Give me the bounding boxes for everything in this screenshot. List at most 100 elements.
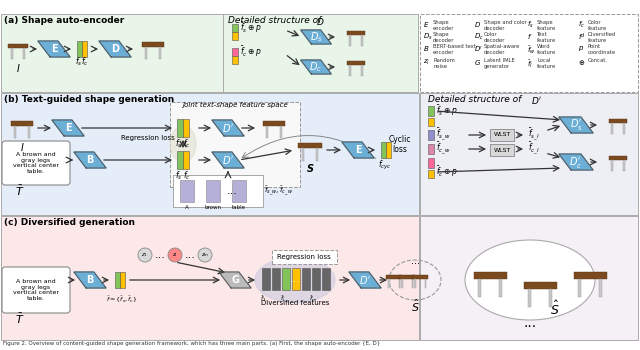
Text: table: table	[232, 205, 246, 210]
Bar	[573, 272, 607, 279]
Text: $I$: $I$	[20, 141, 24, 153]
Bar	[263, 121, 285, 126]
Text: $\bar{f}_s\oplus p$: $\bar{f}_s\oplus p$	[436, 104, 458, 118]
Bar	[386, 142, 391, 158]
Bar	[173, 175, 263, 207]
Bar	[206, 180, 220, 202]
Bar	[361, 65, 363, 76]
Bar	[478, 279, 481, 297]
Text: $z_i$: $z_i$	[423, 58, 430, 67]
Text: $D_c$: $D_c$	[474, 32, 484, 42]
Bar	[414, 279, 415, 287]
Text: $\bar{f}=\{\bar{f}_s,\bar{f}_c\}$: $\bar{f}=\{\bar{f}_s,\bar{f}_c\}$	[106, 294, 138, 304]
Bar	[549, 289, 552, 307]
Bar	[420, 14, 638, 92]
Text: $D'$: $D'$	[474, 44, 483, 54]
Text: $f$: $f$	[527, 32, 532, 41]
Text: $\bar{f}_{c\_w}$: $\bar{f}_{c\_w}$	[436, 141, 451, 157]
Text: $\bar{f}_l$: $\bar{f}_l$	[527, 58, 533, 70]
Bar	[183, 119, 189, 137]
Text: $D'$: $D'$	[222, 154, 234, 166]
Text: $D$: $D$	[474, 20, 481, 29]
Text: $f^d$: $f^d$	[578, 32, 586, 43]
Polygon shape	[349, 272, 381, 288]
Text: Shape
feature: Shape feature	[537, 20, 556, 31]
Text: Point
coordinate: Point coordinate	[588, 44, 616, 55]
Text: Concat.: Concat.	[588, 58, 608, 63]
Bar	[301, 148, 304, 161]
Text: E: E	[51, 44, 58, 54]
Text: Shape
encoder: Shape encoder	[433, 20, 454, 31]
Text: $f_c$: $f_c$	[183, 137, 191, 149]
Bar	[386, 275, 403, 279]
Bar	[1, 14, 223, 92]
Text: (b) Text-guided shape generation: (b) Text-guided shape generation	[4, 95, 174, 104]
Text: A brown and
gray legs
vertical center
table.: A brown and gray legs vertical center ta…	[13, 152, 59, 174]
Text: $f_c$: $f_c$	[183, 169, 191, 182]
Text: E: E	[355, 145, 362, 155]
Polygon shape	[99, 41, 131, 57]
Text: $f_{cyc}$: $f_{cyc}$	[378, 159, 392, 172]
Polygon shape	[74, 272, 106, 288]
Bar	[232, 48, 238, 56]
Bar	[14, 126, 16, 138]
Bar	[349, 65, 351, 76]
Bar	[170, 102, 300, 187]
Text: $f_c$: $f_c$	[578, 20, 585, 30]
Text: $\bar{T}$: $\bar{T}$	[15, 184, 25, 198]
Bar	[528, 289, 531, 307]
Bar	[490, 144, 514, 156]
Bar	[280, 126, 282, 138]
Text: $\bar{f}_{s\_w}$: $\bar{f}_{s\_w}$	[436, 127, 451, 143]
Bar	[302, 268, 310, 290]
Text: Spatial-aware
decoder: Spatial-aware decoder	[484, 44, 520, 55]
Text: $f_s$: $f_s$	[76, 56, 83, 69]
Text: $D'$: $D'$	[531, 95, 542, 106]
Bar	[578, 279, 581, 297]
Bar	[77, 41, 82, 57]
Circle shape	[168, 248, 182, 262]
Text: B: B	[86, 275, 93, 285]
Polygon shape	[559, 154, 593, 170]
Bar	[428, 158, 434, 168]
Bar	[120, 272, 125, 288]
Text: A brown and
gray legs
vertical center
table.: A brown and gray legs vertical center ta…	[13, 279, 59, 301]
Text: $z_i$: $z_i$	[172, 251, 178, 259]
Text: $E$: $E$	[423, 20, 429, 29]
Bar	[381, 142, 386, 158]
Text: $\bar{T}$: $\bar{T}$	[15, 312, 25, 326]
Ellipse shape	[255, 258, 335, 302]
Text: Detailed structure of: Detailed structure of	[228, 16, 324, 25]
Polygon shape	[559, 117, 593, 133]
Polygon shape	[38, 41, 70, 57]
Text: $I$: $I$	[16, 62, 20, 74]
Bar	[611, 123, 613, 133]
Ellipse shape	[465, 240, 595, 320]
Text: $f_s$: $f_s$	[175, 137, 182, 149]
Text: ...: ...	[227, 186, 237, 196]
Text: $\hat{f}_m$: $\hat{f}_m$	[309, 293, 317, 304]
Bar	[8, 44, 28, 48]
Circle shape	[138, 248, 152, 262]
Bar	[401, 279, 403, 287]
Text: $\bar{f}_s\oplus p$: $\bar{f}_s\oplus p$	[240, 21, 262, 35]
Text: $\bar{f}_c\oplus p$: $\bar{f}_c\oplus p$	[240, 45, 262, 60]
Text: Text
feature: Text feature	[537, 32, 556, 43]
Bar	[420, 216, 638, 340]
Bar	[272, 250, 337, 264]
Text: ...: ...	[410, 256, 419, 266]
Bar	[499, 279, 502, 297]
FancyBboxPatch shape	[2, 141, 70, 185]
Bar	[183, 151, 189, 169]
Bar	[292, 268, 300, 290]
Text: ...: ...	[524, 316, 536, 330]
Text: $z_1$: $z_1$	[141, 251, 148, 259]
Bar	[490, 129, 514, 141]
Text: $\bar{f}_{s\_w}, \bar{f}_{c\_w}$: $\bar{f}_{s\_w}, \bar{f}_{c\_w}$	[264, 184, 293, 198]
Bar	[428, 130, 434, 140]
Bar	[609, 156, 627, 160]
Text: $D_s$: $D_s$	[423, 32, 433, 42]
Text: $f_s$: $f_s$	[527, 20, 534, 30]
Text: Figure 2. Overview of content-guided shape generation framework, which has three: Figure 2. Overview of content-guided sha…	[3, 341, 380, 346]
Bar	[428, 144, 434, 154]
